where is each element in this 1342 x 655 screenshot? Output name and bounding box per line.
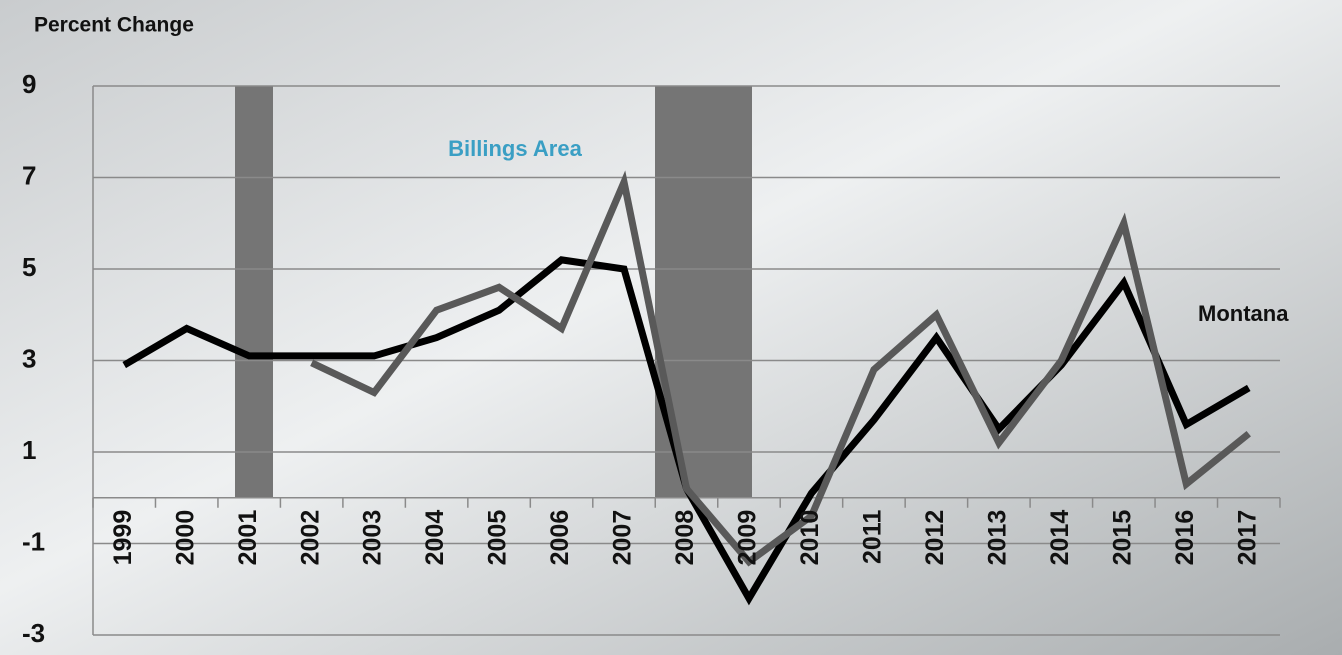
- x-tick-label: 2015: [1108, 510, 1136, 566]
- y-tick-label: 1: [22, 435, 36, 465]
- x-tick-label: 2005: [484, 510, 512, 566]
- x-tick-label: 2013: [983, 510, 1011, 566]
- axis-title: Percent Change: [34, 14, 194, 37]
- x-tick-label: 2001: [234, 510, 262, 566]
- recession-shade: [235, 86, 273, 498]
- x-tick-label: 2010: [796, 510, 824, 566]
- x-tick-label: 2017: [1233, 510, 1261, 566]
- series-label: Billings Area: [448, 136, 582, 161]
- x-tick-label: 2008: [671, 510, 699, 566]
- chart: Percent Change -3 -1 1 3 5 7 9 1999 2000 2001 2002…: [0, 0, 1342, 655]
- x-tick-label: 2002: [296, 510, 324, 566]
- x-tick-label: 2009: [734, 510, 762, 566]
- x-tick-label: 2003: [359, 510, 387, 566]
- y-tick-label: 7: [22, 160, 36, 190]
- x-tick-label: 2011: [859, 510, 887, 564]
- x-tick-label: 2016: [1171, 510, 1199, 566]
- x-tick-label: 2007: [609, 510, 637, 566]
- y-tick-label: -3: [22, 618, 45, 648]
- x-tick-label: 2006: [546, 510, 574, 566]
- series-label: Montana: [1198, 301, 1289, 326]
- x-tick-label: 2014: [1046, 510, 1074, 566]
- y-tick-label: 5: [22, 252, 36, 282]
- y-tick-label: -1: [22, 526, 45, 556]
- x-tick-label: 1999: [109, 510, 137, 566]
- y-tick-label: 3: [22, 343, 36, 373]
- x-tick-label: 2012: [921, 510, 949, 566]
- y-tick-label: 9: [22, 69, 36, 99]
- x-tick-label: 2000: [171, 510, 199, 566]
- x-tick-label: 2004: [421, 510, 449, 566]
